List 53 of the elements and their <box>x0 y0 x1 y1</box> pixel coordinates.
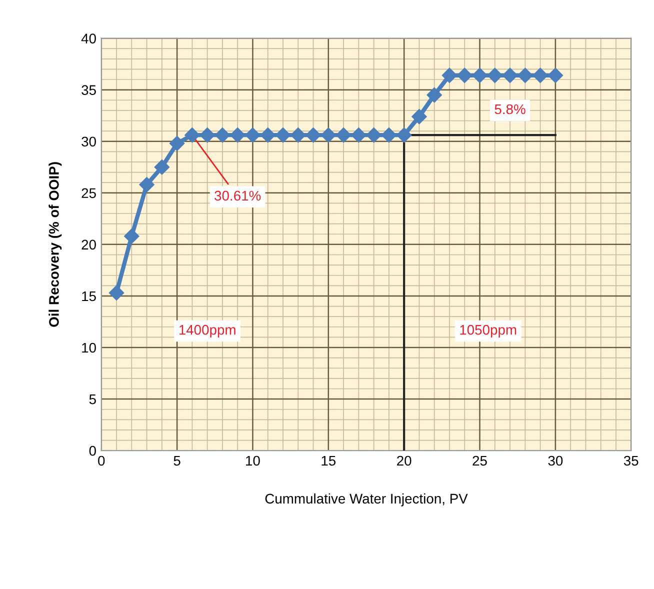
annotation: 1050ppm <box>460 324 516 338</box>
point <box>426 87 442 103</box>
y-axis-title: Oil Recovery (% of OOIP) <box>48 162 62 327</box>
point <box>472 68 488 83</box>
point <box>214 128 230 143</box>
point <box>442 68 458 83</box>
point <box>502 68 518 83</box>
y-tick-label: 20 <box>82 240 96 250</box>
point <box>184 128 200 143</box>
point <box>169 136 185 151</box>
annotation: 1400ppm <box>179 324 236 338</box>
point <box>487 68 502 83</box>
y-tick-label: 40 <box>81 34 96 44</box>
point <box>245 128 260 143</box>
x-tick-label: 0 <box>98 456 105 466</box>
point <box>124 228 140 244</box>
y-tick-label: 15 <box>82 291 96 302</box>
x-tick-label: 10 <box>246 456 260 466</box>
point <box>154 160 170 175</box>
y-tick-label: 35 <box>82 85 96 95</box>
point <box>351 128 366 143</box>
point <box>548 68 564 83</box>
point <box>260 128 276 143</box>
y-tick-label: 5 <box>89 394 96 404</box>
x-tick-label: 15 <box>322 456 336 466</box>
point <box>457 68 472 83</box>
y-tick-label: 0 <box>89 446 96 456</box>
x-tick-label: 35 <box>624 456 638 466</box>
point <box>230 128 246 143</box>
x-tick-label: 5 <box>174 456 180 466</box>
point <box>275 128 291 143</box>
x-tick-label: 25 <box>472 456 487 466</box>
point <box>366 128 382 143</box>
point <box>139 177 154 192</box>
y-tick-label: 25 <box>82 188 96 198</box>
x-tick-label: 20 <box>397 456 412 466</box>
point <box>412 109 427 124</box>
point <box>532 68 548 83</box>
point <box>336 128 352 143</box>
annotation: 30.61% <box>214 190 261 201</box>
y-tick-label: 30 <box>82 136 96 147</box>
point <box>518 68 533 83</box>
y-tick-label: 10 <box>82 342 96 353</box>
point <box>396 128 412 143</box>
x-tick-label: 30 <box>548 456 563 466</box>
point <box>306 128 321 143</box>
point <box>200 128 215 143</box>
point <box>108 285 124 300</box>
point <box>290 128 306 143</box>
x-axis-title: Cummulative Water Injection, PV <box>265 493 468 506</box>
point <box>381 128 397 143</box>
annotation: 5.8% <box>494 104 526 114</box>
point <box>320 128 336 143</box>
